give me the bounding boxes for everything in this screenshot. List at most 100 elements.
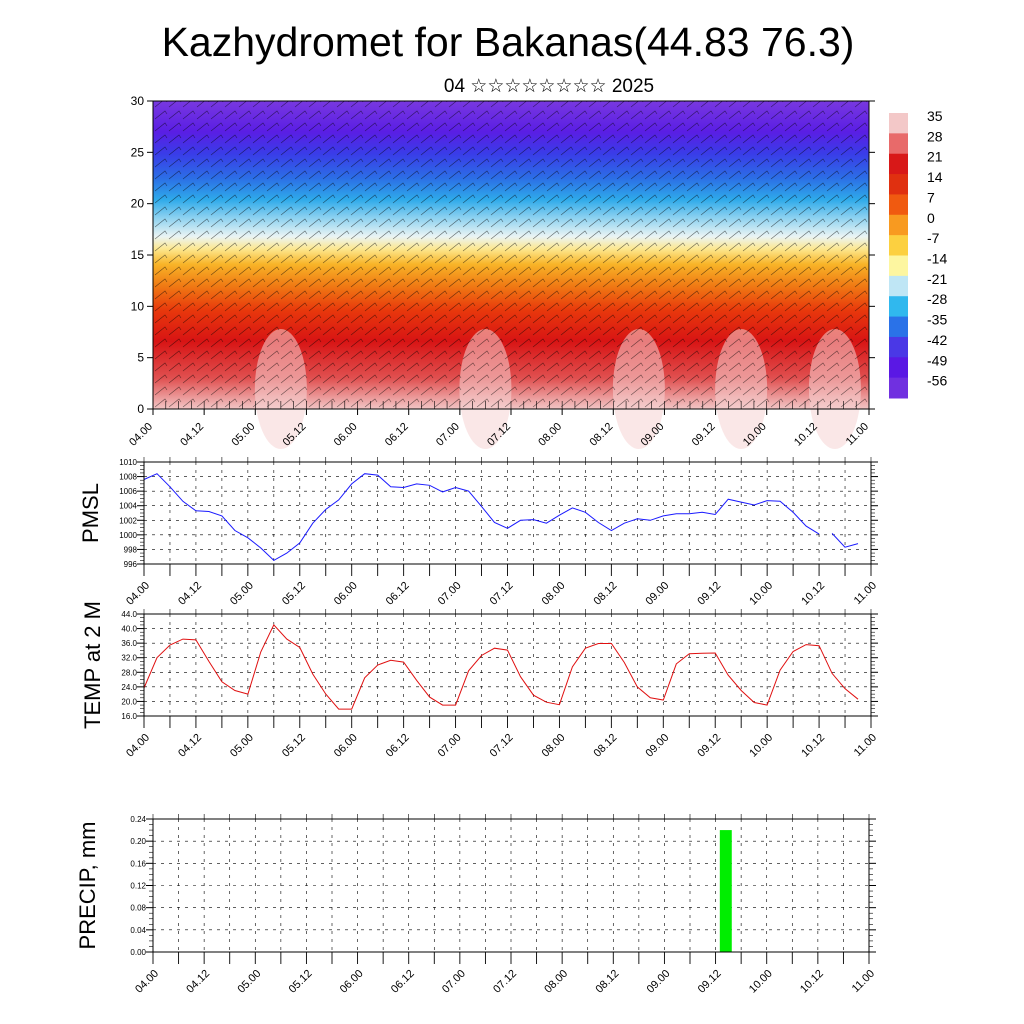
colorbar-label: -28 (927, 291, 947, 307)
x-tick-label: 05.12 (280, 580, 308, 608)
colorbar-label: 21 (927, 149, 943, 165)
x-tick-label: 04.12 (178, 421, 206, 449)
colorbar-swatch (889, 214, 908, 236)
x-tick-label: 10.12 (799, 732, 827, 760)
y-tick-label: 1000 (119, 531, 137, 540)
precip-panel: 0.00 0.04 0.08 0.12 0.16 0.20 0.24 04.00 04.12 05… (75, 814, 877, 996)
x-tick-label: 04.00 (124, 732, 152, 760)
colorbar-swatch (889, 296, 908, 318)
series-line (143, 624, 859, 710)
colorbar-swatch (889, 255, 908, 277)
y-tick-label: 30 (131, 94, 145, 108)
wind-barbs-overlay (153, 101, 869, 409)
colorbar-swatch (889, 275, 908, 297)
x-tick-label: 05.12 (280, 732, 308, 760)
colorbar-label: -35 (927, 312, 947, 328)
series-line (831, 533, 859, 548)
x-tick-label: 09.12 (695, 580, 723, 608)
x-tick-label: 09.12 (695, 732, 723, 760)
x-tick-label: 09.12 (690, 421, 718, 449)
colorbar-swatch (889, 113, 908, 134)
y-axis-label: PRECIP, mm (75, 822, 100, 950)
x-tick-label: 10.00 (747, 580, 775, 608)
colorbar-label: 7 (927, 189, 935, 205)
colorbar-swatch (889, 153, 908, 175)
y-tick-label: 0.08 (130, 904, 146, 913)
x-tick-label: 04.12 (176, 732, 204, 760)
x-tick-label: 04.00 (124, 580, 152, 608)
x-tick-label: 11.00 (852, 580, 879, 607)
x-tick-label: 08.00 (540, 732, 568, 760)
x-tick-label: 10.12 (798, 968, 826, 996)
colorbar-swatch (889, 133, 908, 155)
x-tick-label: 08.12 (593, 968, 621, 996)
temp-panel: 16.0 20.0 24.0 28.0 32.0 36.0 40.0 44.0 04.00 04.… (80, 601, 879, 760)
y-axis-label: TEMP at 2 M (80, 601, 105, 729)
y-tick-label: 36.0 (121, 639, 137, 648)
x-tick-label: 04.12 (176, 580, 204, 608)
x-tick-label: 06.12 (389, 968, 417, 996)
x-tick-label: 07.12 (488, 580, 516, 608)
x-tick-label: 05.00 (229, 421, 257, 449)
x-tick-label: 08.12 (592, 732, 620, 760)
y-tick-label: 28.0 (121, 668, 137, 677)
chart-subtitle: 04 ☆☆☆☆☆☆☆☆ 2025 (444, 76, 654, 97)
y-tick-label: 1004 (119, 502, 137, 511)
colorbar-label: -14 (927, 251, 947, 267)
x-tick-label: 10.12 (799, 580, 827, 608)
colorbar-swatch (889, 316, 908, 338)
y-tick-label: 1002 (119, 516, 137, 525)
y-tick-label: 20 (131, 197, 145, 211)
x-tick-label: 09.12 (696, 968, 724, 996)
x-tick-label: 04.12 (184, 968, 212, 996)
x-tick-label: 09.00 (643, 580, 671, 608)
y-axis-label: PMSL (78, 483, 103, 543)
y-tick-label: 10 (131, 299, 145, 313)
plot-frame (143, 461, 872, 565)
colorbar-label: 28 (927, 128, 943, 144)
plot-frame (143, 613, 872, 717)
x-tick-label: 10.00 (747, 968, 775, 996)
x-tick-label: 06.00 (332, 580, 360, 608)
x-tick-label: 07.12 (491, 968, 519, 996)
plot-frame (152, 818, 870, 953)
y-tick-label: 24.0 (121, 683, 137, 692)
x-tick-label: 05.00 (235, 968, 263, 996)
colorbar-label: -21 (927, 271, 947, 287)
x-tick-label: 05.00 (228, 732, 256, 760)
x-tick-label: 08.00 (540, 580, 568, 608)
y-tick-label: 0.24 (130, 815, 146, 824)
x-tick-label: 06.00 (332, 732, 360, 760)
colorbar-swatch (889, 377, 908, 399)
x-tick-label: 04.00 (133, 968, 161, 996)
x-tick-label: 06.12 (384, 580, 412, 608)
pmsl-panel: 996 998 1000 1002 1004 1006 1008 1010 04.00 04.12… (78, 457, 879, 608)
x-tick-label: 06.12 (384, 732, 412, 760)
x-tick-label: 09.00 (645, 968, 673, 996)
colorbar-label: -49 (927, 352, 947, 368)
y-tick-label: 0.00 (130, 948, 146, 957)
x-tick-label: 06.12 (383, 421, 411, 449)
x-tick-label: 11.00 (852, 732, 879, 759)
y-tick-label: 5 (137, 351, 144, 365)
x-tick-label: 10.00 (747, 732, 775, 760)
y-tick-label: 998 (124, 545, 138, 554)
precip-bar (719, 830, 732, 952)
x-tick-label: 04.00 (127, 421, 155, 449)
x-tick-label: 08.12 (592, 580, 620, 608)
chart-title: Kazhydromet for Bakanas(44.83 76.3) (162, 19, 855, 65)
y-tick-label: 0 (137, 402, 144, 416)
x-tick-label: 05.00 (228, 580, 256, 608)
colorbar: 35 28 21 14 7 0 -7 -14 -21 -28 -35 -42 -49 -56 (889, 108, 947, 399)
x-tick-label: 07.00 (436, 732, 464, 760)
colorbar-label: -42 (927, 332, 947, 348)
x-tick-label: 06.00 (338, 968, 366, 996)
x-tick-label: 07.00 (434, 421, 462, 449)
y-tick-label: 0.04 (130, 926, 146, 935)
colorbar-swatch (889, 235, 908, 256)
y-tick-label: 44.0 (121, 610, 137, 619)
colorbar-label: 14 (927, 169, 943, 185)
y-tick-label: 1008 (119, 473, 137, 482)
y-tick-label: 1006 (119, 487, 137, 496)
